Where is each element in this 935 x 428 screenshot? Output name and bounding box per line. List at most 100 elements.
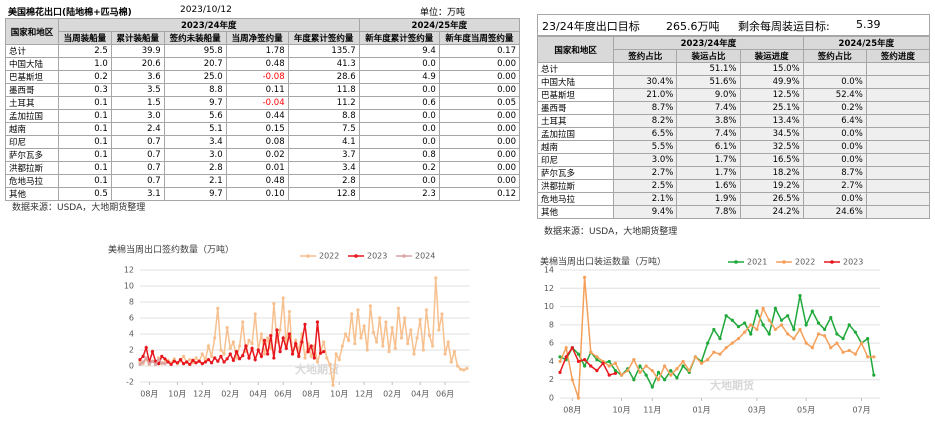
cell: 0.17: [438, 44, 521, 58]
cell: 0.02: [225, 148, 289, 162]
point: [200, 362, 204, 366]
point: [262, 338, 267, 342]
row: 当周装船量 累计装船量 签约未装船量 当周净签约量 年度累计签约量 新年度累计签约量 新年度…: [6, 31, 521, 45]
y-tick-label: 2: [129, 346, 134, 355]
cell: 12.5%: [739, 88, 804, 102]
point: [564, 355, 568, 359]
cell: 0.05: [438, 96, 521, 110]
cell: 0.6: [358, 96, 440, 110]
point: [185, 360, 189, 364]
row: 洪都拉斯 0.1 0.7 2.8 0.01 3.4 0.2 0.00: [5, 161, 521, 175]
x-tick-label: 08月: [563, 406, 581, 415]
point: [613, 361, 617, 365]
cell: 0.7: [110, 174, 165, 188]
x-tick-label: 12月: [355, 390, 373, 399]
cell: 0.0: [358, 83, 440, 97]
cell: 0.2%: [802, 101, 867, 115]
cell: 2.1: [163, 174, 227, 188]
cell: 装运占比: [676, 49, 741, 63]
point: [241, 354, 245, 358]
row: 孟加拉国 6.5% 7.4% 34.5% 0.0%: [536, 127, 931, 141]
point: [160, 361, 164, 365]
x-tick-label: 06月: [274, 390, 292, 399]
cell: 0.0: [358, 109, 440, 123]
cell: 0.8: [358, 148, 440, 162]
point: [835, 332, 839, 336]
cell: 26.5%: [739, 192, 804, 206]
cell: 新年度累计签约量: [358, 31, 440, 45]
point: [278, 328, 282, 332]
point: [638, 364, 642, 368]
cell: 当周装船量: [57, 31, 112, 45]
y-tick-label: 0: [129, 362, 134, 371]
cell: 2.1%: [613, 192, 678, 206]
cell: 25.0: [163, 70, 227, 84]
point: [318, 351, 323, 355]
cell: 巴基斯坦: [536, 88, 615, 102]
series-line: [559, 277, 874, 399]
point: [804, 323, 808, 327]
point: [427, 334, 432, 338]
point: [160, 354, 164, 358]
point: [810, 309, 814, 313]
cell: 0.7: [110, 148, 165, 162]
cell: 中国大陆: [536, 75, 615, 89]
cell: 9.7: [163, 96, 227, 110]
point: [322, 340, 326, 344]
cell: 16.5%: [739, 153, 804, 167]
point: [231, 358, 235, 362]
point: [847, 323, 851, 327]
cell: 7.4%: [676, 127, 741, 141]
cell: 25.1%: [739, 101, 804, 115]
x-tick-label: 06月: [436, 390, 454, 399]
cell: 7.5: [287, 122, 360, 136]
point: [325, 356, 329, 360]
row: 中国大陆 30.4% 51.6% 49.9% 0.0%: [536, 75, 931, 89]
x-tick-label: 07月: [852, 406, 870, 415]
cell: 8.8: [287, 109, 360, 123]
cell: 3.4: [287, 161, 360, 175]
point: [228, 346, 232, 350]
point: [303, 356, 307, 360]
point: [225, 326, 229, 330]
cell: 0.12: [438, 187, 521, 201]
cell: -0.04: [225, 96, 289, 110]
cell: [865, 166, 931, 180]
point: [309, 354, 313, 358]
cell: [865, 88, 931, 102]
progress-table: 国家和地区 2023/24年度 2024/25年度 签约占比 装运占比 装运进度 签约占比签…: [536, 36, 931, 219]
cell: 0.1: [57, 135, 112, 149]
point: [749, 332, 753, 336]
point: [583, 364, 587, 368]
cell: 6.1%: [676, 140, 741, 154]
cell: 0.2: [57, 70, 112, 84]
point: [866, 336, 870, 341]
point: [234, 356, 239, 360]
cell: 签约占比: [802, 49, 867, 63]
x-tick-label: 04月: [249, 390, 267, 399]
point: [810, 346, 814, 350]
point: [312, 356, 316, 360]
cell: 国家和地区: [5, 18, 59, 45]
point: [619, 373, 624, 377]
point: [576, 396, 581, 400]
cell: [613, 62, 678, 76]
cell: 2024/25年度: [802, 36, 931, 50]
point: [172, 359, 176, 363]
row: 萨尔瓦多 2.7% 1.7% 18.2% 8.7%: [536, 166, 931, 180]
cell: 3.0%: [613, 153, 678, 167]
cell: 20.6: [110, 57, 165, 71]
point: [247, 338, 251, 342]
point: [607, 364, 611, 368]
point: [157, 358, 161, 362]
row: 洪都拉斯 2.5% 1.6% 19.2% 2.7%: [536, 179, 931, 193]
point: [210, 354, 214, 358]
point: [200, 352, 204, 356]
cell: 18.2%: [739, 166, 804, 180]
row: 签约占比 装运占比 装运进度 签约占比 签约进度: [538, 49, 931, 63]
point: [244, 344, 248, 348]
point: [144, 346, 148, 350]
point: [153, 362, 158, 366]
cell: 0.08: [225, 135, 289, 149]
row: 总计 51.1% 15.0%: [536, 62, 931, 76]
